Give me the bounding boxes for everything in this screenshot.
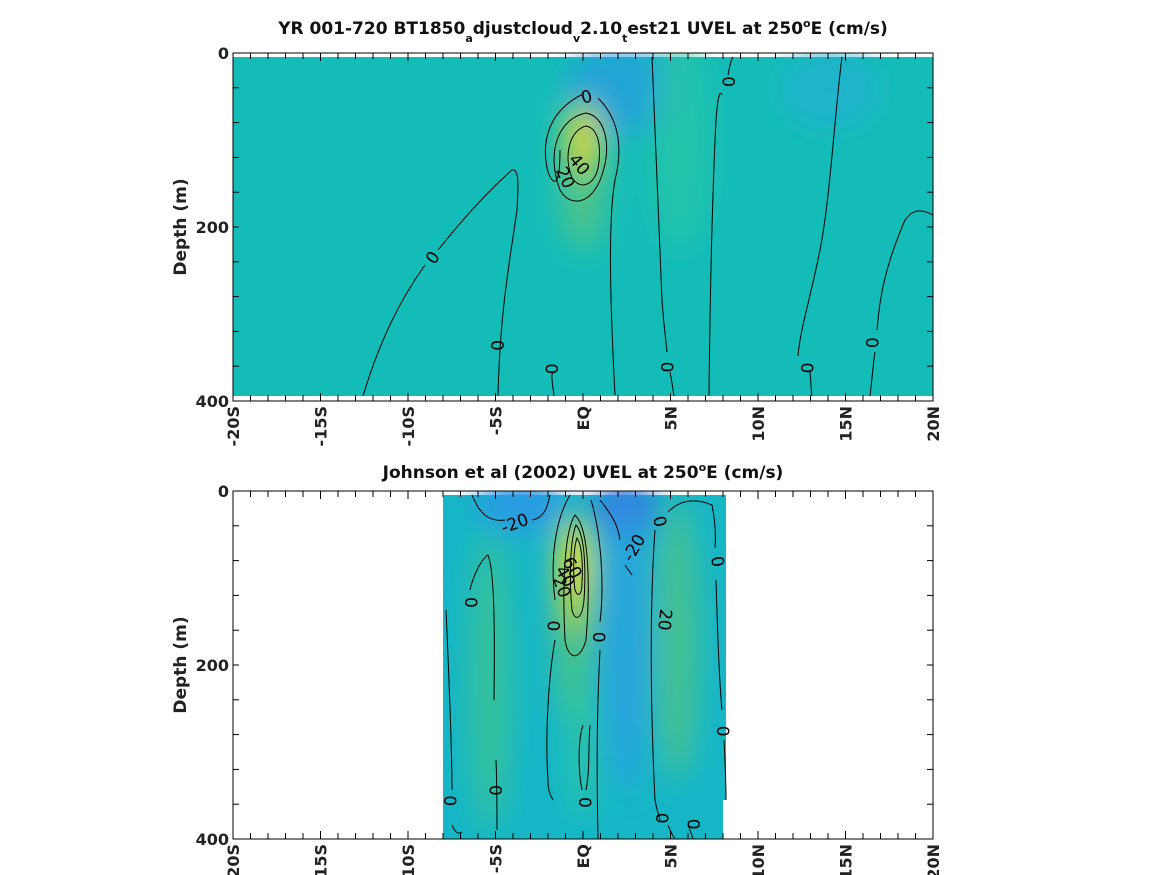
contour-label: 0 <box>485 785 505 796</box>
data-gap <box>723 800 733 839</box>
contour-label: 0 <box>682 819 702 830</box>
y-axis-label: Depth (m) <box>171 616 191 713</box>
contour-label: 0 <box>651 813 671 824</box>
contour-label: 0 <box>574 797 594 808</box>
y-tick-label: 0 <box>218 482 229 501</box>
x-tick-label: -5S <box>487 406 506 435</box>
x-tick-label: EQ <box>574 844 593 869</box>
contour-label: 0 <box>648 514 670 530</box>
contour-label: 20 <box>653 608 675 631</box>
chart-title: Johnson et al (2002) UVEL at 250oE (cm/s… <box>382 461 784 483</box>
contour-label: 0 <box>861 337 881 348</box>
contour-label-text: 0 <box>579 86 595 108</box>
x-tick-label: 15N <box>837 844 856 875</box>
contour-label-text: 0 <box>656 362 676 373</box>
contour-label-text: 0 <box>542 620 562 631</box>
contour-label-text: 0 <box>712 726 732 737</box>
x-tick-label: 20N <box>924 406 943 442</box>
contour-label-text: 0 <box>706 555 728 569</box>
x-tick-label: 5N <box>662 844 681 869</box>
x-tick-label: EQ <box>574 406 593 431</box>
contour-lines <box>362 56 933 397</box>
contour-label-text: 0 <box>439 795 459 806</box>
contour-lines <box>445 494 727 839</box>
y-axis-label: Depth (m) <box>171 178 191 275</box>
y-tick-label: 400 <box>196 830 229 849</box>
x-tick-label: 15N <box>837 406 856 442</box>
y-tick-label: 200 <box>196 218 229 237</box>
heatmap-shading <box>470 491 699 830</box>
contour-label-text: 0 <box>460 597 480 608</box>
chart-panel-top: YR 001-720 BT1850adjustcloudv2.10test21 … <box>171 17 943 446</box>
x-tick-label: -15S <box>312 844 331 875</box>
contour-label-text: 0 <box>574 797 594 808</box>
y-tick-label: 200 <box>196 656 229 675</box>
contour-label: 0 <box>542 620 562 631</box>
heatmap-field <box>233 491 933 839</box>
chart-panel-bottom: Johnson et al (2002) UVEL at 250oE (cm/s… <box>171 461 943 875</box>
x-tick-label: -10S <box>399 844 418 875</box>
contour-label: 0 <box>712 726 732 737</box>
contour-label-text: 0 <box>485 785 505 796</box>
contour-label-text: 20 <box>653 608 675 631</box>
axis-ticks: -20S -15S -10S -5S EQ 5N 10N 15N 20N 0 200 400 <box>196 44 943 446</box>
contour-label-text: 0 <box>588 632 608 643</box>
contour-label: 0 <box>541 363 561 374</box>
contour-label-text: 0 <box>861 337 881 348</box>
contour-label: 0 <box>439 795 459 806</box>
x-tick-label: 20N <box>924 844 943 875</box>
x-tick-label: -20S <box>224 844 243 875</box>
contour-label: 0 <box>588 632 608 643</box>
x-tick-label: -15S <box>312 406 331 446</box>
contour-label: 0 <box>486 340 506 352</box>
contour-label: 0 <box>656 362 676 373</box>
y-tick-label: 0 <box>218 44 229 63</box>
contour-label: 0 <box>706 555 728 569</box>
contour-label-text: 0 <box>651 813 671 824</box>
contour-label: 0 <box>460 597 480 608</box>
contour-label-text: 0 <box>541 363 561 374</box>
chart-title: YR 001-720 BT1850adjustcloudv2.10test21 … <box>277 17 888 45</box>
x-tick-label: -10S <box>399 406 418 446</box>
contour-label: 0 <box>796 363 816 374</box>
heatmap-shading <box>561 53 880 250</box>
contour-label-text: 0 <box>486 340 506 352</box>
x-tick-label: 5N <box>662 406 681 431</box>
y-tick-label: 400 <box>196 392 229 411</box>
heatmap-field <box>233 53 933 401</box>
contour-label-text: 0 <box>682 819 702 830</box>
contour-label-text: 0 <box>648 514 670 530</box>
contour-label: 0 <box>717 76 737 87</box>
x-tick-label: -5S <box>487 844 506 873</box>
contour-label-text: 0 <box>717 76 737 87</box>
x-tick-label: 10N <box>749 844 768 875</box>
x-tick-label: -20S <box>224 406 243 446</box>
contour-label: 0 <box>579 86 595 108</box>
contour-label-text: 0 <box>796 363 816 374</box>
x-tick-label: 10N <box>749 406 768 442</box>
